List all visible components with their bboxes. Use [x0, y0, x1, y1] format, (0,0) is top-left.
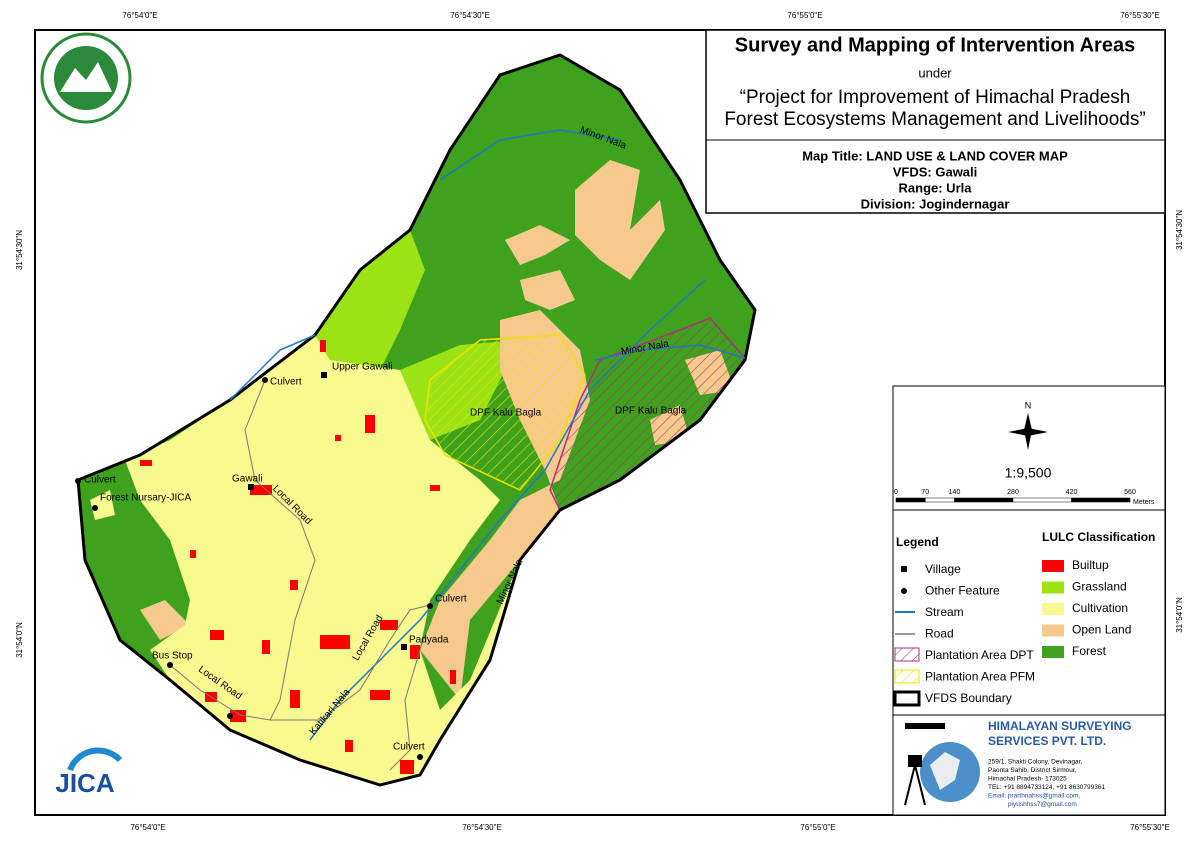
scale-ratio: 1:9,500: [1005, 465, 1052, 481]
coord-label: 76°54'0"E: [122, 11, 157, 20]
coord-label: 76°55'30"E: [1130, 823, 1170, 832]
map-label: Culvert: [270, 377, 302, 388]
north-label: N: [1025, 400, 1032, 410]
map-label: Culvert: [84, 475, 116, 486]
lulc-swatch: [1042, 560, 1064, 572]
point-features: [75, 372, 433, 760]
legend-item: Road: [925, 627, 954, 641]
lulc-item: Builtup: [1072, 558, 1109, 572]
scale-tick-label: 560: [1124, 489, 1136, 496]
scale-tick-label: 140: [949, 489, 961, 496]
lulc-swatch: [1042, 646, 1064, 658]
lulc-item: Grassland: [1072, 580, 1127, 594]
plantation-pfm: [424, 334, 586, 491]
scale-unit: Meters: [1133, 499, 1155, 506]
map-label: Forest Nursary-JICA: [100, 493, 191, 504]
address-line: TEL: +91 8894733124, +91 8630799361: [988, 784, 1105, 791]
legend-item: Stream: [925, 605, 964, 619]
lulc-item: Forest: [1072, 644, 1107, 658]
coord-label: 31°54'0"N: [1175, 597, 1184, 633]
roads: [169, 379, 431, 771]
subtitle: under: [918, 65, 952, 80]
scale-segment: [954, 497, 1014, 503]
address-line: piyushhss7@gmail.com: [1008, 801, 1077, 808]
lulc-item: Open Land: [1072, 623, 1131, 637]
company-logo: [904, 723, 980, 806]
address-line: Himachal Pradesh- 173025: [988, 776, 1067, 783]
map-label: Culvert: [435, 594, 467, 605]
coord-label: 31°54'30"N: [1175, 210, 1184, 250]
coord-label: 76°54'30"E: [462, 823, 502, 832]
scale-segment: [1012, 497, 1072, 503]
legend-item: Other Feature: [925, 584, 1000, 598]
coord-label: 31°54'0"N: [15, 622, 24, 658]
scale-tick-label: 280: [1007, 489, 1019, 496]
grassland-area: [315, 230, 425, 370]
legend-item: Plantation Area PFM: [925, 670, 1035, 684]
open-land-area: [140, 600, 190, 640]
map-title: Map Title: LAND USE & LAND COVER MAP: [802, 148, 1068, 163]
division: Division: Jogindernagar: [861, 196, 1010, 211]
streams: [229, 129, 746, 741]
coord-label: 76°55'30"E: [1120, 11, 1160, 20]
address-line: 259/1, Shakti Colony, Devinagar,: [988, 759, 1082, 766]
vfds: VFDS: Gawali: [893, 164, 978, 179]
jica-text: JICA: [55, 768, 114, 798]
open-land-area: [505, 225, 575, 310]
company-name: SERVICES PVT. LTD.: [988, 734, 1106, 748]
map-label: DPF Kalu Bagla: [470, 408, 542, 419]
forest-dept-logo: [40, 32, 132, 124]
coord-label: 76°54'0"E: [130, 823, 165, 832]
coord-label: 31°54'30"N: [15, 230, 24, 270]
project: Forest Ecosystems Management and Livelih…: [724, 109, 1145, 130]
lulc-swatch: [1042, 624, 1064, 637]
project: “Project for Improvement of Himachal Pra…: [740, 87, 1131, 108]
coord-label: 76°55'0"E: [787, 11, 822, 20]
map-label: Culvert: [393, 742, 425, 753]
address-line: Paonta Sahib, District Sirmour,: [988, 767, 1077, 774]
legend-symbols: [893, 566, 921, 707]
cultivation-area: [90, 490, 115, 520]
scale-bar: 0 70 140 280 420 560 Meters: [894, 489, 1155, 506]
north-arrow: [1008, 413, 1048, 450]
lulc-title: LULC Classification: [1042, 530, 1155, 544]
range: Range: Urla: [899, 180, 973, 195]
title: Survey and Mapping of Intervention Areas: [735, 34, 1135, 56]
coord-label: 76°54'30"E: [450, 11, 490, 20]
scale-panel: [892, 385, 1166, 511]
open-land-area: [575, 160, 665, 280]
map-label: Upper Gawali: [332, 362, 393, 373]
scale-tick-label: 0: [894, 489, 898, 496]
legend-panel: [892, 509, 1166, 716]
scale-segment: [895, 497, 926, 503]
legend-item: Plantation Area DPT: [925, 648, 1034, 662]
vfds-boundary: [76, 53, 757, 787]
map-label: Padyada: [409, 635, 449, 646]
address-line: Email: prarthnahss@gmail.com,: [988, 793, 1080, 800]
scale-segment: [1071, 497, 1131, 503]
cultivation-area: [125, 335, 520, 785]
map-label: Bus Stop: [152, 651, 193, 662]
legend-item: VFDS Boundary: [925, 691, 1012, 705]
coord-label: 76°55'0"E: [800, 823, 835, 832]
jica-logo: JICA: [55, 747, 123, 798]
lulc-swatch: [1042, 603, 1064, 615]
scale-tick-label: 70: [921, 489, 929, 496]
scale-segment: [925, 497, 955, 503]
legend-item: Village: [925, 562, 961, 576]
map-label: DPF Kalu Bagla: [615, 406, 687, 417]
scale-tick-label: 420: [1066, 489, 1078, 496]
legend-title: Legend: [896, 535, 939, 549]
company-name: HIMALAYAN SURVEYING: [988, 719, 1132, 733]
lulc-swatch: [1042, 581, 1064, 594]
lulc-item: Cultivation: [1072, 601, 1128, 615]
title-box: [705, 29, 1166, 214]
map-label: Gawali: [232, 474, 263, 485]
